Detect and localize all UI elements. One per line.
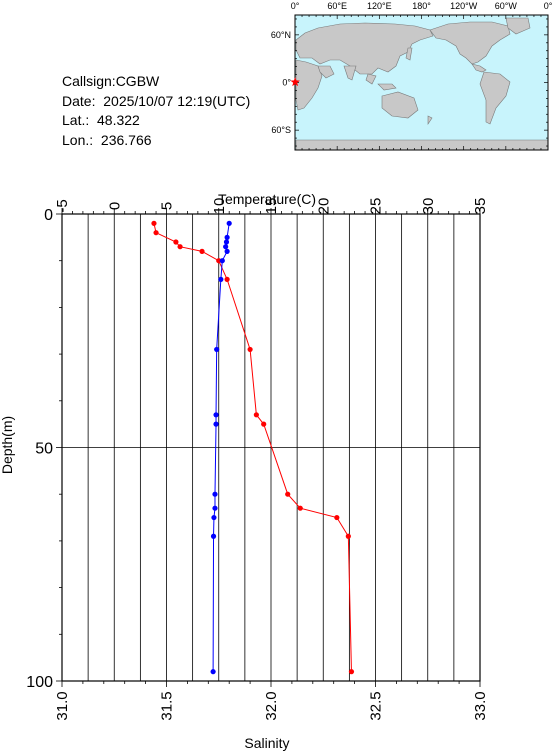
bottom-axis-tick-label: 32.0 [263, 691, 280, 720]
bottom-axis-tick-label: 32.5 [368, 691, 385, 720]
top-axis-tick-label: -5 [54, 199, 71, 212]
temperature-point [173, 239, 179, 245]
top-axis-tick-label: 5 [159, 202, 176, 210]
top-axis-tick-label: 35 [472, 198, 489, 215]
map-lon-label: 0° [544, 1, 553, 11]
top-axis-tick-label: 25 [368, 198, 385, 215]
left-axis-tick-label: 100 [26, 674, 53, 691]
temperature-point [348, 669, 355, 675]
map-lon-label: 0° [291, 1, 300, 11]
salinity-point [223, 239, 230, 245]
salinity-point [211, 514, 217, 521]
map-lat-label: 60°S [271, 125, 291, 135]
salinity-point [210, 533, 217, 539]
temperature-point [199, 248, 205, 254]
temperature-point [345, 533, 351, 539]
bottom-axis-tick-label: 31.0 [54, 691, 71, 720]
bottom-axis-label: Salinity [244, 735, 289, 751]
left-axis-tick-label: 50 [35, 441, 53, 458]
salinity-point [212, 491, 218, 497]
salinity-point [226, 220, 232, 226]
top-axis-tick-label: 10 [211, 198, 228, 215]
salinity-point [224, 234, 230, 240]
map-lat-label: 60°N [271, 30, 291, 40]
salinity-point [219, 258, 225, 264]
temperature-point [285, 491, 291, 497]
map-lon-label: 60°E [327, 1, 347, 11]
salinity-point [210, 669, 216, 675]
map-land [295, 17, 549, 151]
salinity-point [212, 505, 218, 511]
temperature-point [224, 276, 230, 282]
top-axis-label: Temperature(C) [218, 191, 316, 207]
temperature-point [297, 505, 303, 511]
date-text: Date: 2025/10/07 12:19(UTC) [62, 92, 251, 109]
top-axis-tick-label: 15 [263, 198, 280, 215]
top-axis-tick-label: 30 [420, 198, 437, 215]
salinity-point [214, 346, 220, 353]
salinity-point [224, 248, 230, 254]
temperature-point [177, 244, 183, 250]
station-marker-star-icon [290, 77, 300, 87]
bottom-axis-tick-label: 31.5 [159, 691, 176, 720]
bottom-axis-tick-label: 33.0 [472, 691, 489, 720]
station-info: Callsign:CGBW Date: 2025/10/07 12:19(UTC… [62, 72, 250, 150]
top-axis-tick-label: 0 [106, 202, 123, 210]
map-lon-label: 120°W [450, 1, 478, 11]
salinity-point [213, 412, 219, 418]
temperature-point [253, 412, 259, 418]
temperature-point [247, 346, 253, 353]
salinity-point [218, 276, 224, 282]
map-lon-label: 180° [412, 1, 431, 11]
map-lon-label: 60°W [495, 1, 518, 11]
temperature-point [153, 230, 159, 236]
temperature-point [151, 220, 157, 226]
salinity-point [213, 421, 219, 427]
map-lat-label: 0° [282, 78, 291, 88]
longitude-text: Lon.: 236.766 [62, 131, 152, 148]
temperature-point [334, 514, 340, 521]
left-axis-tick-label: 0 [44, 207, 53, 224]
salinity-point [223, 244, 229, 250]
temperature-point [261, 421, 267, 427]
top-axis-tick-label: 20 [315, 198, 332, 215]
left-axis-label: Depth(m) [0, 416, 15, 474]
map-lon-label: 120°E [367, 1, 392, 11]
callsign-text: Callsign:CGBW [62, 73, 160, 89]
latitude-text: Lat.: 48.322 [62, 112, 140, 128]
